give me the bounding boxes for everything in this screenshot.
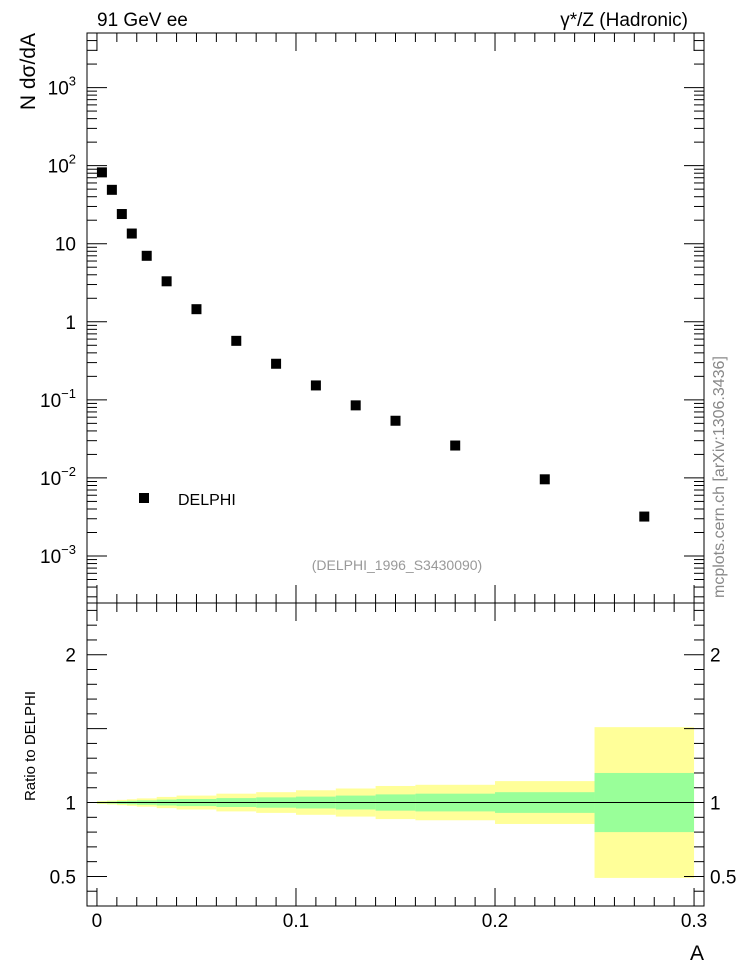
data-point xyxy=(271,358,282,369)
ratio-y-tick-label-right: 0.5 xyxy=(710,867,736,888)
main-data-points xyxy=(96,167,650,522)
main-x-ticks xyxy=(96,33,695,603)
x-axis-label: A xyxy=(690,942,704,965)
data-point xyxy=(390,415,401,426)
y-tick-base: 10 xyxy=(48,79,69,100)
y-tick-base: 1 xyxy=(65,313,76,334)
data-point xyxy=(161,276,172,287)
x-tick-label: 0.3 xyxy=(681,911,707,932)
data-point xyxy=(231,335,242,346)
header-left-label: 91 GeV ee xyxy=(97,10,188,31)
y-tick-base: 10 xyxy=(55,235,76,256)
ratio-y-axis-label: Ratio to DELPHI xyxy=(22,691,39,801)
data-point xyxy=(191,304,202,315)
ratio-plot-frame xyxy=(86,602,705,907)
ratio-y-ticks xyxy=(87,609,704,907)
x-tick-label: 0.2 xyxy=(482,911,508,932)
ratio-panel: 0.5 0.5 1 1 2 2 0 0.1 0.2 0.3 Ratio to DELPHI A xyxy=(22,602,737,965)
x-tick-label: 0.1 xyxy=(283,911,309,932)
y-tick-exponent: 3 xyxy=(69,74,76,89)
header-right-label: γ*/Z (Hadronic) xyxy=(560,10,688,31)
main-y-ticks xyxy=(87,32,704,598)
ratio-y-tick-label-left: 2 xyxy=(65,646,76,667)
watermark: mcplots.cern.ch [arXiv:1306.3436] xyxy=(711,356,728,598)
data-point xyxy=(126,228,137,239)
y-tick-base: 10 xyxy=(40,547,61,568)
reference-label: (DELPHI_1996_S3430090) xyxy=(312,557,482,573)
ratio-y-tick-label-right: 1 xyxy=(710,794,721,815)
data-point xyxy=(639,511,650,522)
data-point xyxy=(350,400,361,411)
y-tick-base: 10 xyxy=(40,391,61,412)
data-point xyxy=(96,167,107,178)
legend: DELPHI xyxy=(139,492,236,509)
y-tick-label: 10−1 xyxy=(40,386,76,412)
y-tick-base: 10 xyxy=(40,469,61,490)
data-point xyxy=(116,209,127,220)
main-plot-frame xyxy=(86,32,705,604)
y-tick-exponent: −1 xyxy=(61,386,76,401)
y-tick-label: 103 xyxy=(48,74,76,100)
ratio-y-tick-labels: 0.5 0.5 1 1 2 2 xyxy=(50,646,737,889)
data-point xyxy=(539,474,550,485)
y-tick-label: 10 xyxy=(55,235,76,256)
y-tick-exponent: 2 xyxy=(69,152,76,167)
y-tick-exponent: −3 xyxy=(61,542,76,557)
y-tick-exponent: −2 xyxy=(61,464,76,479)
ratio-y-tick-label-left: 0.5 xyxy=(50,867,76,888)
y-tick-label: 102 xyxy=(48,152,76,178)
data-point xyxy=(141,250,152,261)
ratio-y-tick-label-right: 2 xyxy=(710,646,721,667)
ratio-y-tick-label-left: 1 xyxy=(65,794,76,815)
y-tick-label: 1 xyxy=(65,313,76,334)
legend-label: DELPHI xyxy=(178,492,236,509)
main-y-axis-label: N dσ/dA xyxy=(17,33,40,110)
legend-marker xyxy=(139,493,149,503)
y-tick-base: 10 xyxy=(48,157,69,178)
y-tick-label: 10−3 xyxy=(40,542,76,568)
ratio-x-tick-labels: 0 0.1 0.2 0.3 xyxy=(92,911,708,932)
data-point xyxy=(106,184,117,195)
y-tick-label: 10−2 xyxy=(40,464,76,490)
x-tick-label: 0 xyxy=(92,911,103,932)
data-point xyxy=(310,380,321,391)
data-point xyxy=(450,440,461,451)
ratio-x-ticks xyxy=(96,603,695,906)
